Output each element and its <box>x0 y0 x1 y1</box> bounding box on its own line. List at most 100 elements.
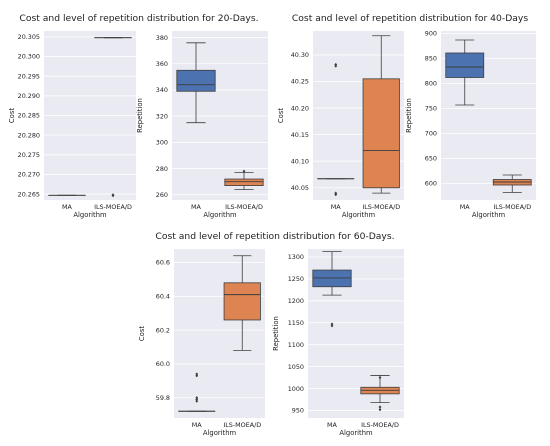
outlier-point <box>334 64 338 68</box>
r20-plot-area <box>172 31 268 200</box>
r20-y-tick-label: 280 <box>156 165 168 173</box>
c60-box-ils-moead <box>223 255 261 351</box>
c40-x-tick-label: MA <box>331 203 342 211</box>
c60-panel <box>174 249 265 418</box>
c60-x-tick-label: ILS-MOEA/D <box>223 421 261 429</box>
r60-box-ils-moead <box>360 375 400 412</box>
r40-y-tick-label: 900 <box>425 30 437 38</box>
r40-x-tick-label: MA <box>460 203 471 211</box>
c20-x-tick-label: ILS-MOEA/D <box>94 203 132 211</box>
r40-x-tick-label: ILS-MOEA/D <box>493 203 531 211</box>
c60-box-ma <box>178 372 216 412</box>
box-iqr <box>445 52 485 78</box>
r60-y-tick-label: 1300 <box>288 253 304 261</box>
r20-x-tick-label: MA <box>191 203 202 211</box>
r40-y-tick-label: 600 <box>425 180 437 188</box>
c40-box-ma <box>317 62 355 197</box>
r60-y-axis-label: Repetition <box>272 316 280 351</box>
c40-y-tick-label: 40.15 <box>291 131 309 139</box>
outlier-point <box>111 194 115 198</box>
r40-y-tick-label: 750 <box>425 105 437 113</box>
r20-y-tick-label: 380 <box>156 34 168 42</box>
r20-y-tick-label: 300 <box>156 139 168 147</box>
c20-x-tick-label: MA <box>62 203 73 211</box>
c40-y-axis-label: Cost <box>277 108 285 123</box>
r60-y-tick-label: 1150 <box>288 319 304 327</box>
outlier-point <box>330 324 334 328</box>
outlier-point <box>195 374 199 378</box>
r60-y-tick-label: 1050 <box>288 363 304 371</box>
r60-y-tick-label: 1000 <box>288 385 304 393</box>
c20-y-tick-label: 20.285 <box>18 112 40 120</box>
r40-x-axis-label: Algorithm <box>472 211 506 219</box>
outlier-point <box>378 405 382 409</box>
box-iqr <box>176 69 216 92</box>
r40-box-ils-moead <box>492 174 532 193</box>
r20-y-tick-label: 340 <box>156 86 168 94</box>
c20-y-tick-label: 20.265 <box>18 190 40 198</box>
title-60-days: Cost and level of repetition distributio… <box>155 231 394 242</box>
c40-y-tick-label: 40.30 <box>291 51 309 59</box>
box-iqr <box>362 78 400 189</box>
c20-y-tick-label: 20.295 <box>18 72 40 80</box>
outlier-point <box>378 376 382 380</box>
outlier-point <box>334 193 338 197</box>
r20-box-ma <box>176 42 216 124</box>
c40-x-axis-label: Algorithm <box>342 211 376 219</box>
r40-y-tick-label: 650 <box>425 155 437 163</box>
c40-y-tick-label: 40.25 <box>291 78 309 86</box>
outlier-point <box>195 372 199 376</box>
c60-y-axis-label: Cost <box>138 326 146 341</box>
outlier-point <box>195 396 199 400</box>
r20-x-axis-label: Algorithm <box>203 211 237 219</box>
r60-panel <box>308 249 404 418</box>
r60-y-tick-label: 1100 <box>288 341 304 349</box>
c60-y-tick-label: 60.2 <box>156 326 170 334</box>
r60-x-tick-label: ILS-MOEA/D <box>361 421 399 429</box>
c20-x-axis-label: Algorithm <box>73 211 107 219</box>
c20-box-ils-moead <box>94 37 132 198</box>
c40-x-tick-label: ILS-MOEA/D <box>362 203 400 211</box>
c20-y-tick-label: 20.300 <box>18 53 40 61</box>
title-20-days: Cost and level of repetition distributio… <box>19 13 258 24</box>
c20-y-tick-label: 20.270 <box>18 171 40 179</box>
r20-y-tick-label: 360 <box>156 60 168 68</box>
r20-y-axis-label: Repetition <box>136 98 144 133</box>
c20-y-tick-label: 20.305 <box>18 33 40 41</box>
c20-y-tick-label: 20.290 <box>18 92 40 100</box>
r60-x-axis-label: Algorithm <box>339 429 373 437</box>
r20-panel <box>172 31 268 200</box>
c60-y-tick-label: 59.8 <box>156 394 170 402</box>
r40-y-tick-label: 800 <box>425 80 437 88</box>
r40-y-tick-label: 700 <box>425 130 437 138</box>
r40-y-tick-label: 850 <box>425 55 437 63</box>
c20-panel <box>44 31 136 200</box>
c20-y-tick-label: 20.275 <box>18 151 40 159</box>
outlier-point <box>330 322 334 326</box>
c60-y-tick-label: 60.6 <box>156 259 170 267</box>
r40-panel <box>441 31 536 200</box>
c40-y-tick-label: 40.05 <box>291 184 309 192</box>
outlier-point <box>242 169 246 173</box>
r60-x-tick-label: MA <box>327 421 338 429</box>
c40-box-ils-moead <box>362 35 400 194</box>
c20-y-axis-label: Cost <box>8 108 16 123</box>
r20-x-tick-label: ILS-MOEA/D <box>225 203 263 211</box>
outlier-point <box>195 397 199 402</box>
c40-y-tick-label: 40.20 <box>291 104 309 112</box>
outlier-point <box>378 408 382 412</box>
r60-y-tick-label: 950 <box>292 407 304 415</box>
c40-y-tick-label: 40.10 <box>291 157 309 165</box>
c60-x-axis-label: Algorithm <box>203 429 237 437</box>
r40-box-ma <box>445 39 485 106</box>
r40-y-axis-label: Repetition <box>405 98 413 133</box>
r60-y-tick-label: 1200 <box>288 297 304 305</box>
c60-y-tick-label: 60.4 <box>156 293 170 301</box>
title-40-days: Cost and level of repetition distributio… <box>292 13 528 24</box>
outlier-point <box>195 399 199 403</box>
c20-y-tick-label: 20.280 <box>18 131 40 139</box>
r60-box-ma <box>312 251 352 328</box>
r20-box-ils-moead <box>224 169 264 190</box>
c40-panel <box>313 31 404 200</box>
r20-y-tick-label: 320 <box>156 112 168 120</box>
